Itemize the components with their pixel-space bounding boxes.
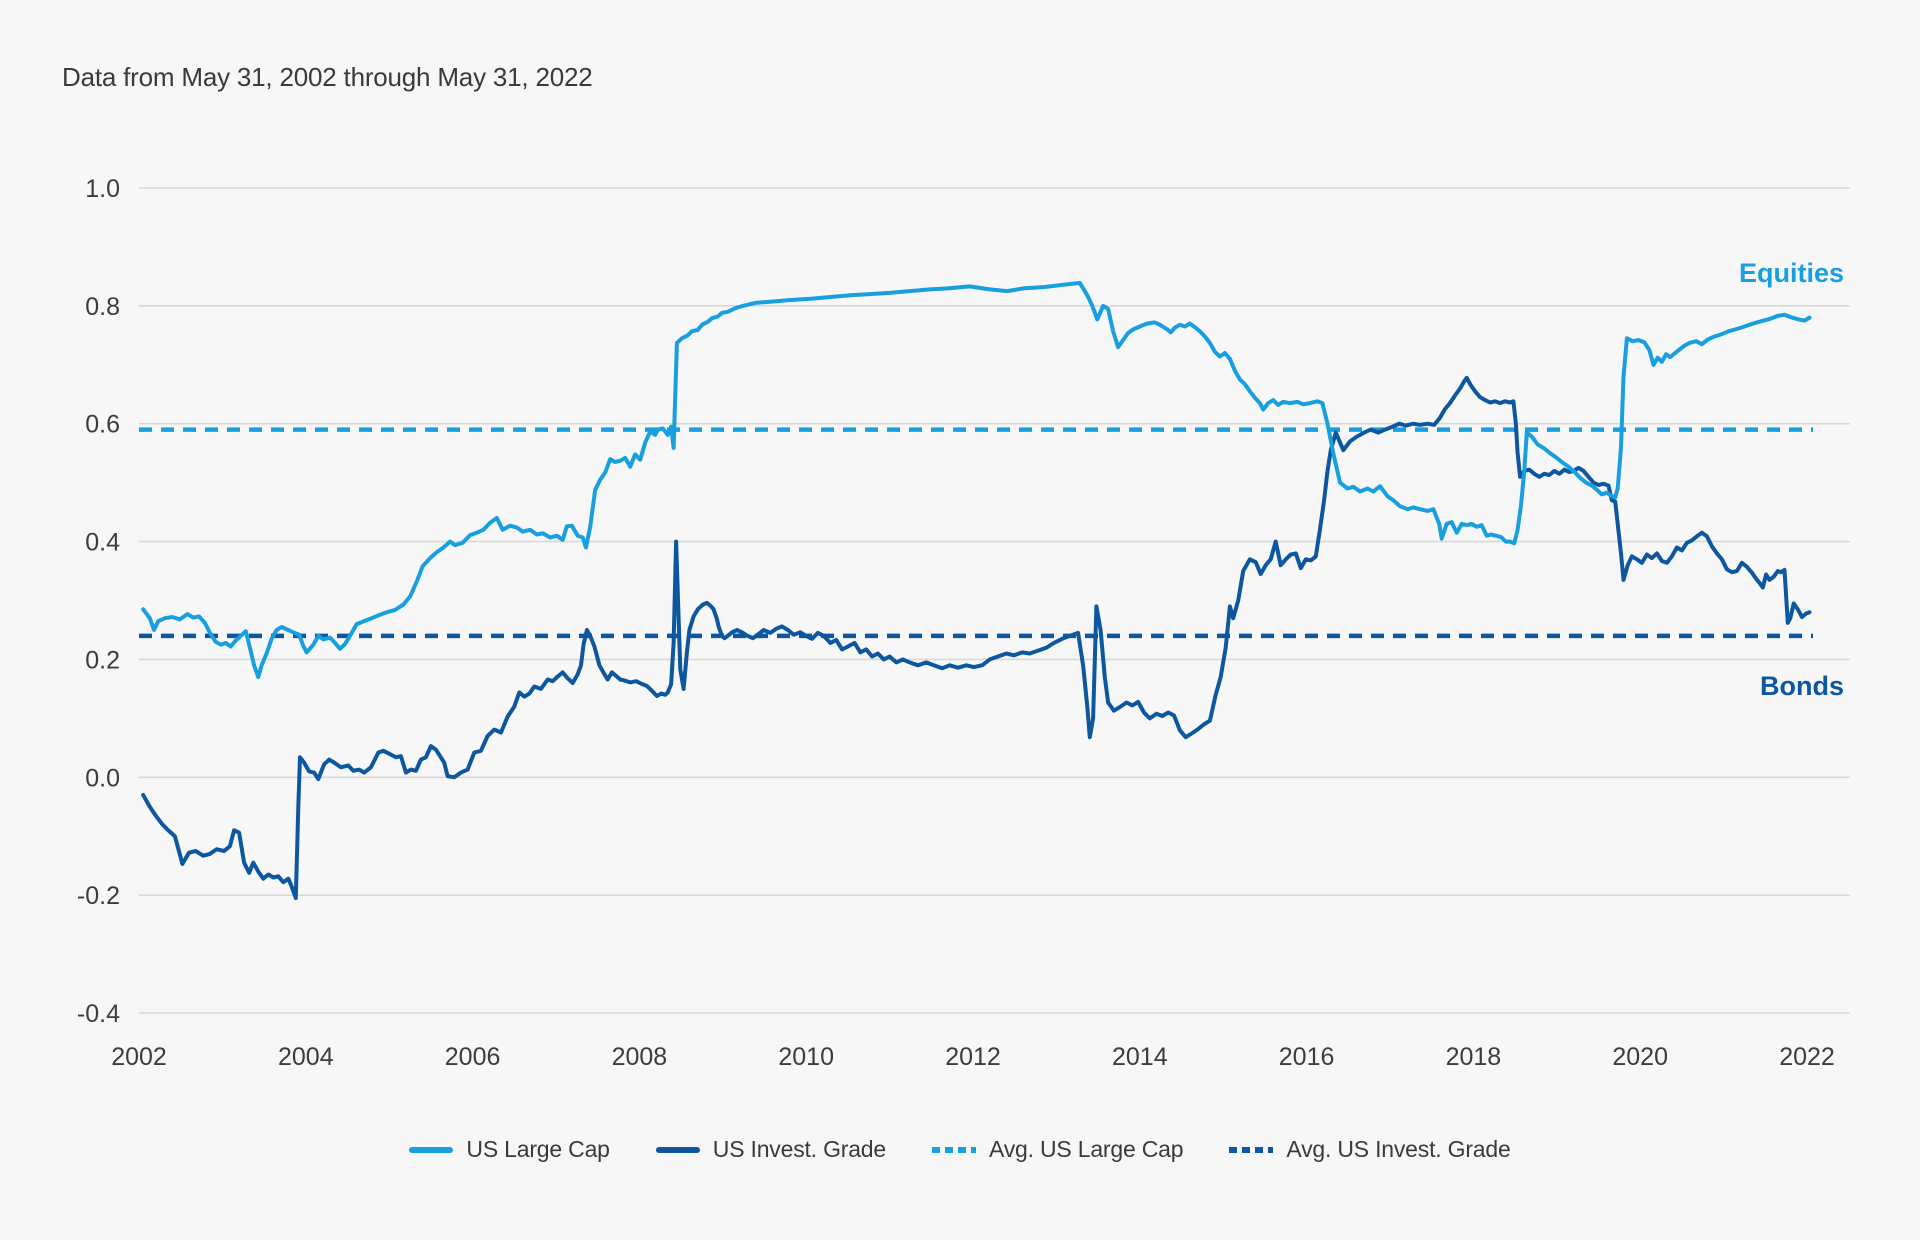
legend-item-avg-us-large-cap: Avg. US Large Cap <box>932 1136 1184 1163</box>
x-axis-tick-label: 2004 <box>278 1043 334 1071</box>
legend-label: US Large Cap <box>466 1136 610 1162</box>
x-axis-tick-label: 2002 <box>111 1043 167 1071</box>
x-axis-tick-label: 2018 <box>1446 1043 1502 1071</box>
equities-series-label: Equities <box>1738 258 1844 288</box>
y-axis-tick-label: -0.4 <box>77 1000 120 1028</box>
x-axis-tick-label: 2010 <box>778 1043 834 1071</box>
legend-label: Avg. US Invest. Grade <box>1286 1136 1511 1162</box>
x-axis-tick-label: 2022 <box>1779 1043 1835 1071</box>
legend-item-us-large-cap: US Large Cap <box>409 1136 610 1163</box>
us-invest-grade-line <box>141 375 1812 901</box>
x-axis-tick-label: 2012 <box>945 1043 1001 1071</box>
y-axis-tick-label: 0.8 <box>85 293 120 321</box>
x-axis-tick-label: 2014 <box>1112 1043 1168 1071</box>
y-axis-tick-label: 0.6 <box>85 411 120 439</box>
us-invest-grade-line-swatch <box>655 1146 700 1153</box>
avg-us-large-cap-dashed-swatch <box>932 1146 976 1153</box>
y-axis-tick-label: 0.2 <box>85 646 120 674</box>
y-axis-tick-label: 1.0 <box>85 175 120 203</box>
x-axis-tick-label: 2016 <box>1279 1043 1335 1071</box>
us-large-cap-line-swatch <box>409 1146 454 1153</box>
x-axis-tick-label: 2020 <box>1612 1043 1668 1071</box>
chart-subtitle: Data from May 31, 2002 through May 31, 2… <box>62 62 593 92</box>
legend-label: US Invest. Grade <box>712 1136 886 1162</box>
us-large-cap-line <box>141 280 1812 680</box>
chart-legend: US Large Cap US Invest. Grade Avg. US La… <box>0 1136 1920 1163</box>
bonds-series-label: Bonds <box>1760 671 1844 701</box>
y-axis-tick-label: -0.2 <box>77 882 120 910</box>
legend-label: Avg. US Large Cap <box>989 1136 1184 1162</box>
legend-item-avg-us-invest-grade: Avg. US Invest. Grade <box>1229 1136 1511 1163</box>
avg-us-invest-grade-dashed-swatch <box>1229 1146 1274 1153</box>
x-axis-tick-label: 2008 <box>612 1043 668 1071</box>
y-axis-tick-label: 0.0 <box>85 764 120 792</box>
x-axis-tick-label: 2006 <box>445 1043 501 1071</box>
y-axis-tick-label: 0.4 <box>85 529 120 557</box>
legend-item-us-invest-grade: US Invest. Grade <box>655 1136 886 1163</box>
